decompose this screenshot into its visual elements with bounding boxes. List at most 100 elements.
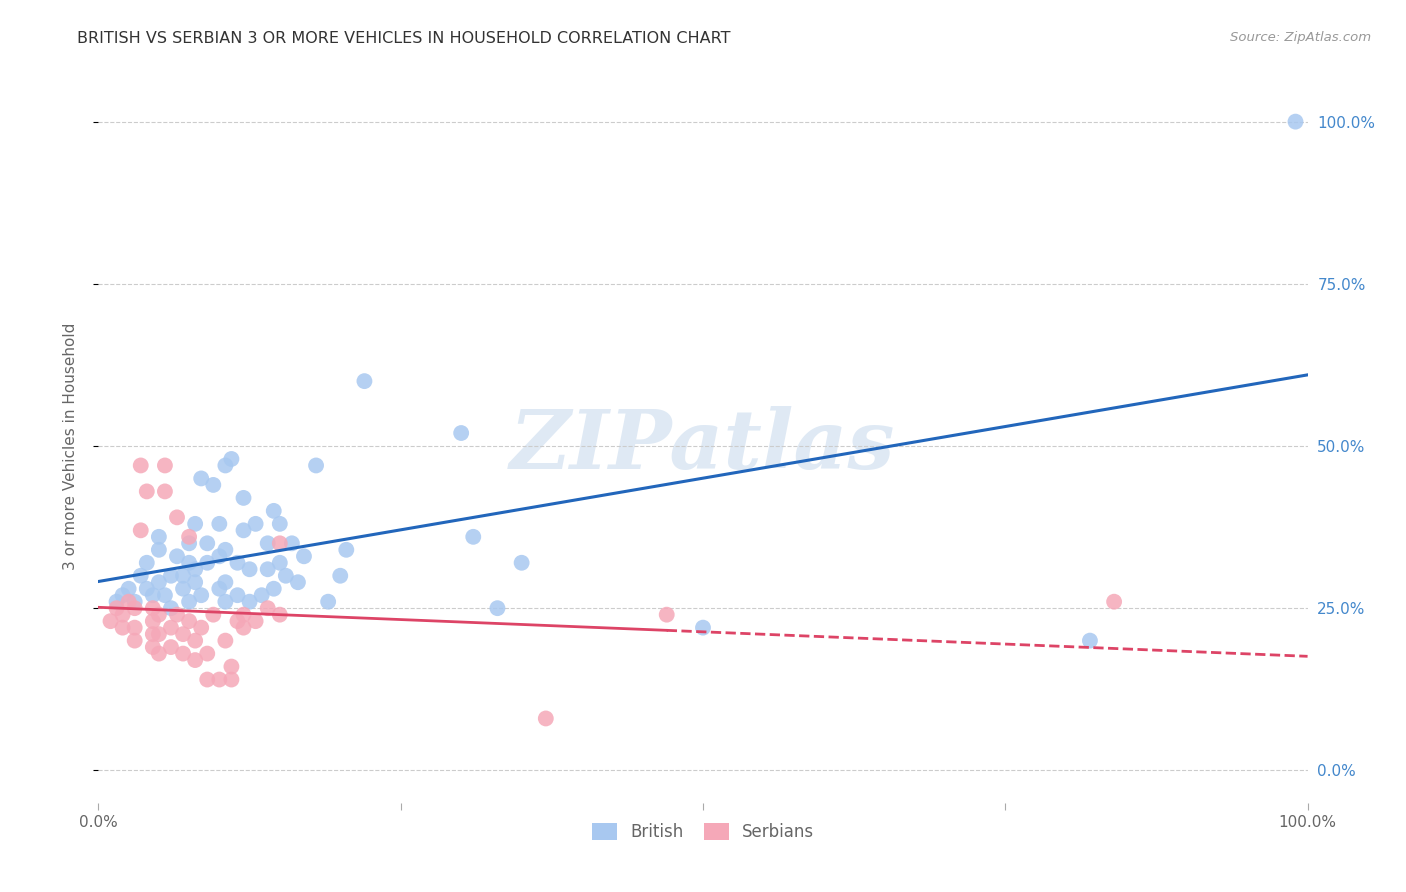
Point bbox=[160, 601, 183, 615]
Point bbox=[208, 549, 231, 564]
Point bbox=[172, 647, 194, 661]
Point bbox=[153, 588, 176, 602]
Point bbox=[179, 556, 201, 570]
Point bbox=[214, 595, 236, 609]
Point bbox=[166, 549, 188, 564]
Point bbox=[195, 556, 218, 570]
Point bbox=[184, 562, 207, 576]
Point bbox=[153, 458, 176, 473]
Point bbox=[105, 601, 128, 615]
Point bbox=[166, 607, 188, 622]
Point bbox=[510, 556, 533, 570]
Point bbox=[534, 711, 557, 725]
Point bbox=[256, 601, 278, 615]
Point bbox=[184, 633, 207, 648]
Point bbox=[179, 595, 201, 609]
Point bbox=[287, 575, 309, 590]
Point bbox=[111, 621, 134, 635]
Legend: British, Serbians: British, Serbians bbox=[585, 816, 821, 848]
Point bbox=[129, 458, 152, 473]
Point bbox=[263, 504, 285, 518]
Point bbox=[160, 621, 183, 635]
Point bbox=[305, 458, 328, 473]
Point bbox=[232, 607, 254, 622]
Point bbox=[166, 510, 188, 524]
Point bbox=[142, 640, 165, 654]
Point bbox=[245, 516, 267, 531]
Point bbox=[184, 653, 207, 667]
Point bbox=[124, 633, 146, 648]
Point bbox=[172, 582, 194, 596]
Text: ZIPatlas: ZIPatlas bbox=[510, 406, 896, 486]
Point bbox=[269, 607, 291, 622]
Point bbox=[148, 607, 170, 622]
Point bbox=[135, 582, 157, 596]
Point bbox=[221, 452, 243, 467]
Point bbox=[214, 542, 236, 557]
Point bbox=[148, 542, 170, 557]
Point bbox=[269, 516, 291, 531]
Point bbox=[316, 595, 339, 609]
Point bbox=[148, 647, 170, 661]
Point bbox=[142, 614, 165, 628]
Point bbox=[202, 607, 225, 622]
Point bbox=[250, 588, 273, 602]
Point bbox=[179, 530, 201, 544]
Point bbox=[184, 516, 207, 531]
Point bbox=[184, 575, 207, 590]
Point bbox=[1284, 114, 1306, 128]
Point bbox=[118, 595, 141, 609]
Point bbox=[160, 568, 183, 582]
Point bbox=[486, 601, 509, 615]
Point bbox=[105, 595, 128, 609]
Y-axis label: 3 or more Vehicles in Household: 3 or more Vehicles in Household bbox=[63, 322, 77, 570]
Point bbox=[190, 588, 212, 602]
Point bbox=[221, 673, 243, 687]
Point bbox=[232, 524, 254, 538]
Point bbox=[124, 601, 146, 615]
Point bbox=[221, 659, 243, 673]
Point bbox=[239, 562, 262, 576]
Point bbox=[226, 614, 249, 628]
Point bbox=[208, 673, 231, 687]
Point bbox=[335, 542, 357, 557]
Point bbox=[655, 607, 678, 622]
Point bbox=[148, 627, 170, 641]
Point bbox=[329, 568, 352, 582]
Point bbox=[692, 621, 714, 635]
Point bbox=[269, 536, 291, 550]
Point bbox=[195, 673, 218, 687]
Point bbox=[111, 607, 134, 622]
Point bbox=[148, 530, 170, 544]
Point bbox=[142, 588, 165, 602]
Point bbox=[179, 536, 201, 550]
Point bbox=[232, 491, 254, 505]
Point bbox=[118, 582, 141, 596]
Point bbox=[274, 568, 297, 582]
Point bbox=[179, 614, 201, 628]
Point bbox=[124, 621, 146, 635]
Point bbox=[124, 595, 146, 609]
Point bbox=[195, 647, 218, 661]
Point bbox=[190, 471, 212, 485]
Point bbox=[214, 633, 236, 648]
Point bbox=[190, 621, 212, 635]
Point bbox=[111, 588, 134, 602]
Point bbox=[129, 524, 152, 538]
Point bbox=[172, 627, 194, 641]
Point bbox=[135, 556, 157, 570]
Text: Source: ZipAtlas.com: Source: ZipAtlas.com bbox=[1230, 31, 1371, 45]
Point bbox=[1078, 633, 1101, 648]
Point bbox=[239, 595, 262, 609]
Point bbox=[135, 484, 157, 499]
Point bbox=[245, 614, 267, 628]
Point bbox=[142, 627, 165, 641]
Point bbox=[256, 562, 278, 576]
Point bbox=[463, 530, 485, 544]
Point bbox=[1102, 595, 1125, 609]
Point bbox=[214, 575, 236, 590]
Point bbox=[292, 549, 315, 564]
Point bbox=[256, 536, 278, 550]
Point bbox=[232, 621, 254, 635]
Point bbox=[263, 582, 285, 596]
